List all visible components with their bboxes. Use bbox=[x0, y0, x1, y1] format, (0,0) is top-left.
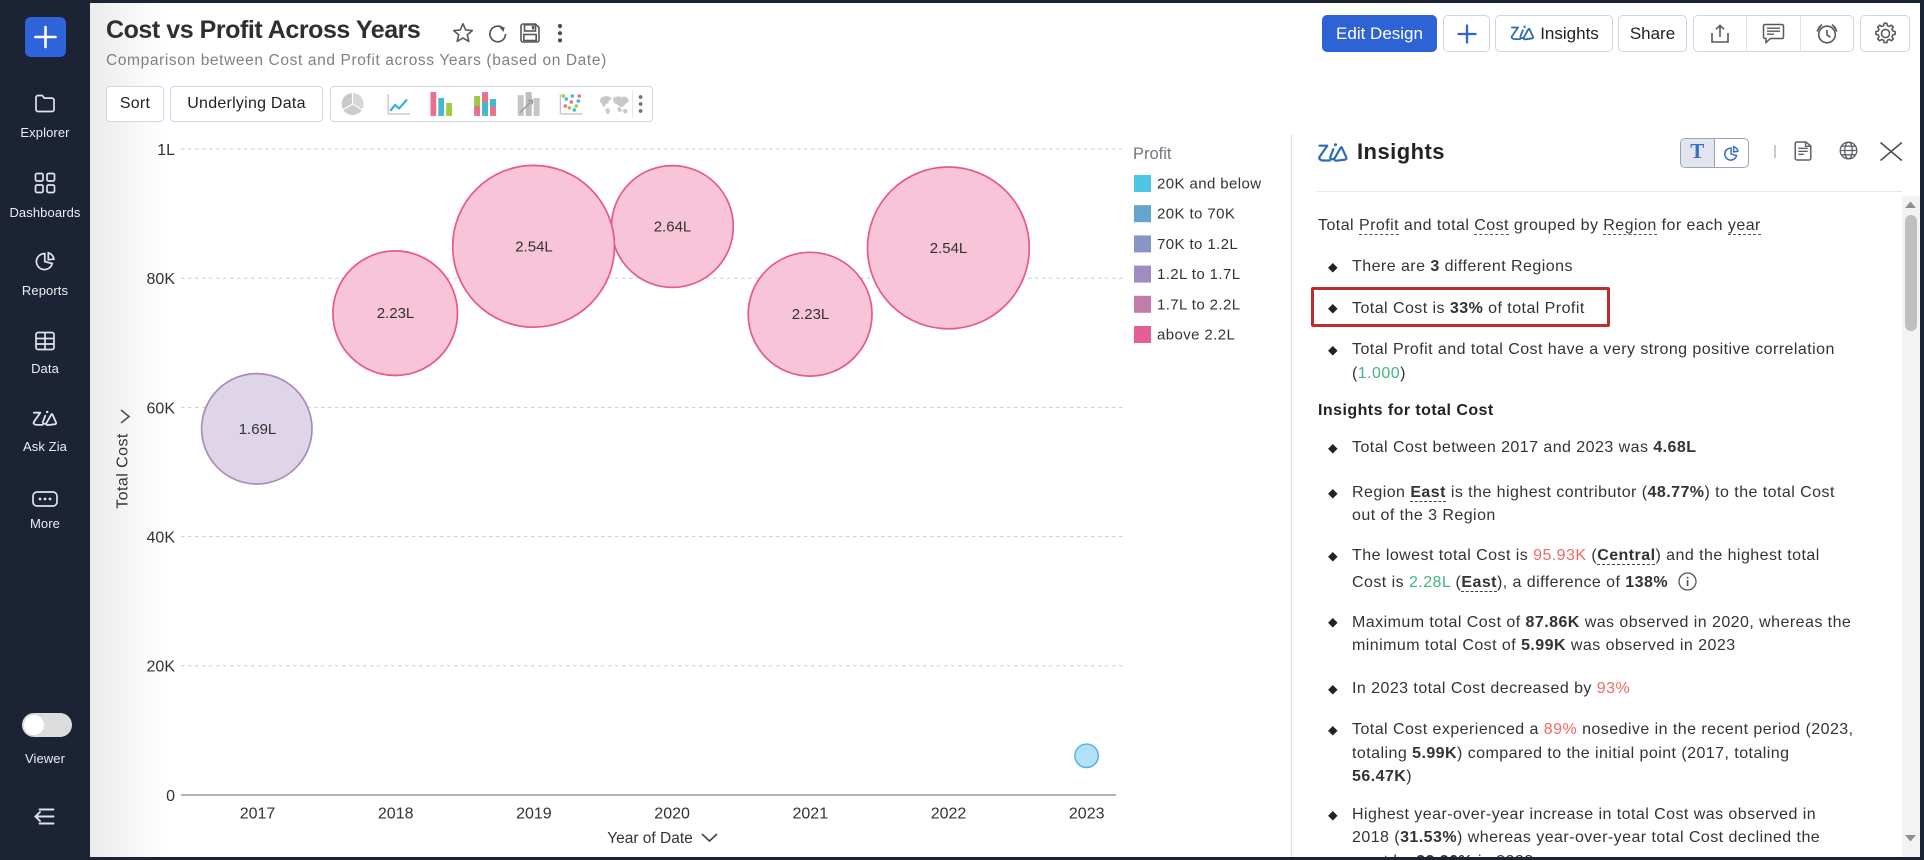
svg-text:Profit: Profit bbox=[1133, 145, 1172, 163]
svg-text:2.54L: 2.54L bbox=[930, 240, 968, 257]
svg-text:20K: 20K bbox=[147, 659, 176, 676]
svg-text:1.69L: 1.69L bbox=[239, 421, 277, 438]
svg-text:2023: 2023 bbox=[1069, 806, 1105, 823]
svg-text:2022: 2022 bbox=[931, 806, 967, 823]
svg-text:above 2.2L: above 2.2L bbox=[1157, 327, 1235, 344]
svg-text:80K: 80K bbox=[147, 271, 176, 288]
svg-text:2020: 2020 bbox=[654, 806, 690, 823]
svg-text:20K and below: 20K and below bbox=[1157, 176, 1261, 193]
svg-text:70K to 1.2L: 70K to 1.2L bbox=[1157, 236, 1238, 253]
svg-text:60K: 60K bbox=[147, 400, 176, 417]
svg-text:2017: 2017 bbox=[240, 806, 276, 823]
svg-text:2021: 2021 bbox=[793, 806, 829, 823]
svg-text:1.7L to 2.2L: 1.7L to 2.2L bbox=[1157, 296, 1240, 313]
svg-text:20K to 70K: 20K to 70K bbox=[1157, 206, 1235, 223]
svg-text:0: 0 bbox=[166, 788, 175, 805]
svg-text:1.2L to 1.7L: 1.2L to 1.7L bbox=[1157, 266, 1240, 283]
svg-text:2.23L: 2.23L bbox=[377, 305, 415, 322]
svg-text:1L: 1L bbox=[157, 142, 175, 159]
svg-text:2.64L: 2.64L bbox=[654, 219, 692, 236]
svg-text:2018: 2018 bbox=[378, 806, 414, 823]
svg-text:2019: 2019 bbox=[516, 806, 552, 823]
svg-text:Year of Date: Year of Date bbox=[607, 830, 693, 847]
svg-text:2.23L: 2.23L bbox=[792, 306, 830, 323]
svg-text:40K: 40K bbox=[147, 530, 176, 547]
svg-text:2.54L: 2.54L bbox=[515, 238, 553, 255]
svg-text:Total Cost: Total Cost bbox=[115, 433, 132, 509]
